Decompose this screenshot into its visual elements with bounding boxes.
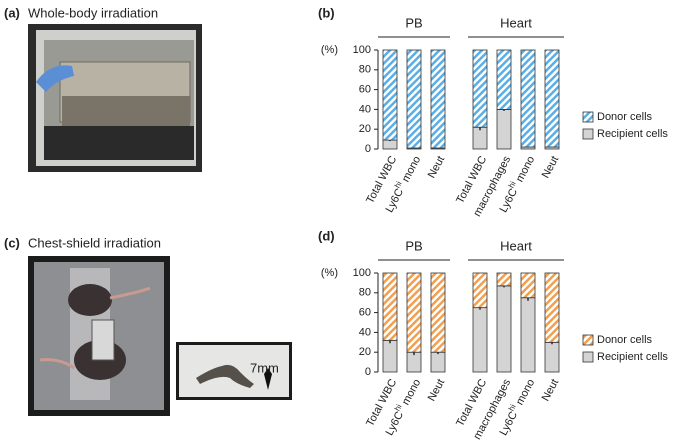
panel-label: (a) bbox=[4, 5, 20, 20]
bar-segment bbox=[544, 272, 560, 343]
y-tick-label: 80 bbox=[359, 64, 371, 76]
bar-segment bbox=[406, 49, 422, 149]
bar-segment bbox=[472, 126, 488, 150]
group-label: Heart bbox=[500, 15, 532, 30]
legend-swatch bbox=[582, 111, 594, 123]
y-axis-label: (%) bbox=[321, 44, 338, 56]
bar-segment bbox=[472, 307, 488, 373]
bar-segment bbox=[520, 49, 536, 148]
y-tick-label: 0 bbox=[365, 366, 371, 378]
x-tick-label: Neut bbox=[540, 154, 562, 180]
bar-segment bbox=[544, 49, 560, 148]
group-label: PB bbox=[405, 238, 422, 253]
legend-swatch bbox=[582, 351, 594, 363]
y-tick-label: 100 bbox=[353, 44, 371, 56]
bar-segment bbox=[430, 272, 446, 353]
bar-segment bbox=[430, 351, 446, 373]
group-label: Heart bbox=[500, 238, 532, 253]
y-axis-label: (%) bbox=[321, 267, 338, 279]
y-tick-label: 60 bbox=[359, 307, 371, 319]
photo-shield bbox=[176, 342, 292, 400]
legend-label: Recipient cells bbox=[597, 128, 668, 140]
bar-segment bbox=[382, 49, 398, 141]
x-tick-label: Neut bbox=[426, 377, 448, 403]
bar-segment bbox=[520, 272, 536, 299]
y-tick-label: 20 bbox=[359, 346, 371, 358]
panel-label: (d) bbox=[318, 228, 335, 243]
bar-segment bbox=[496, 49, 512, 110]
photo-irradiator bbox=[28, 24, 202, 172]
bar-segment bbox=[496, 285, 512, 373]
x-tick-label: Neut bbox=[540, 377, 562, 403]
bar-segment bbox=[472, 49, 488, 128]
y-tick-label: 100 bbox=[353, 267, 371, 279]
bar-segment bbox=[430, 49, 446, 149]
panel-label: (c) bbox=[4, 235, 20, 250]
legend-swatch bbox=[582, 128, 594, 140]
y-tick-label: 20 bbox=[359, 123, 371, 135]
bar-segment bbox=[520, 297, 536, 373]
legend-label: Recipient cells bbox=[597, 351, 668, 363]
group-label: PB bbox=[405, 15, 422, 30]
legend-swatch bbox=[582, 334, 594, 346]
scale-label: 7mm bbox=[250, 360, 279, 375]
y-tick-label: 40 bbox=[359, 103, 371, 115]
panel-title: Chest-shield irradiation bbox=[28, 235, 161, 250]
y-tick-label: 40 bbox=[359, 326, 371, 338]
photo-chest-shield bbox=[28, 256, 170, 416]
bar-segment bbox=[496, 109, 512, 150]
bar-segment bbox=[382, 339, 398, 373]
panel-title: Whole-body irradiation bbox=[28, 5, 158, 20]
bar-segment bbox=[544, 341, 560, 373]
bar-segment bbox=[406, 272, 422, 353]
legend-label: Donor cells bbox=[597, 111, 653, 123]
y-tick-label: 60 bbox=[359, 84, 371, 96]
y-tick-label: 80 bbox=[359, 287, 371, 299]
bar-segment bbox=[496, 272, 512, 287]
panel-label: (b) bbox=[318, 5, 335, 20]
x-tick-label: Neut bbox=[426, 154, 448, 180]
y-tick-label: 0 bbox=[365, 143, 371, 155]
bar-segment bbox=[472, 272, 488, 309]
bar-segment bbox=[382, 139, 398, 150]
bar-segment bbox=[382, 272, 398, 341]
legend-label: Donor cells bbox=[597, 334, 653, 346]
